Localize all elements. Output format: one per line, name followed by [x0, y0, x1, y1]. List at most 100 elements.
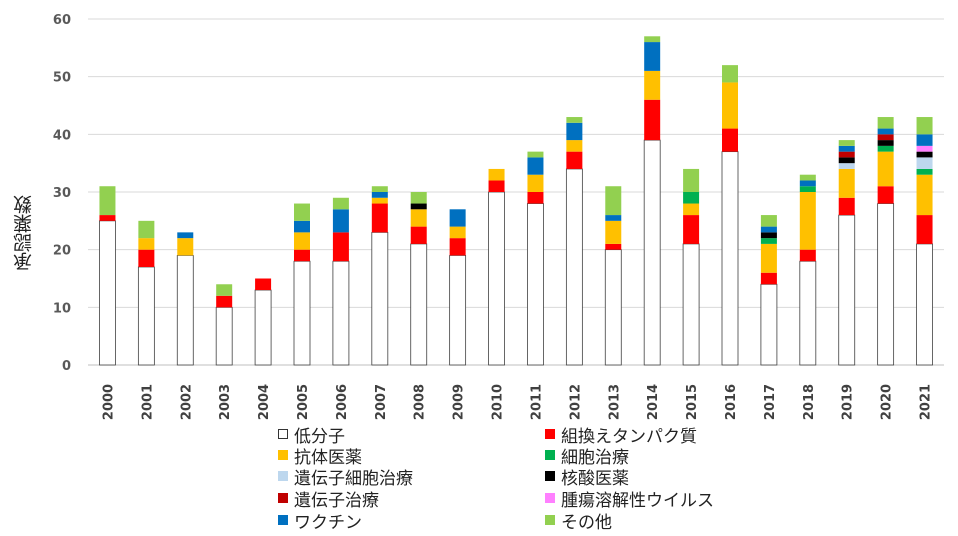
- bar-segment: [332, 197, 349, 210]
- bar-segment: [721, 151, 739, 366]
- y-tick-label: 20: [53, 244, 71, 259]
- y-tick-label: 60: [53, 13, 71, 28]
- bar-segment: [838, 157, 855, 164]
- bar-segment: [527, 157, 544, 175]
- bar-segment: [877, 117, 894, 129]
- bar-segment: [916, 243, 933, 366]
- bar-segment: [838, 197, 855, 216]
- x-tick-label: 2019: [841, 384, 856, 420]
- y-tick-label: 40: [53, 128, 71, 143]
- bar-segment: [177, 232, 194, 239]
- bar-segment: [449, 209, 466, 227]
- y-tick-label: 30: [53, 186, 71, 201]
- bar-segment: [527, 203, 544, 366]
- bar-segment: [605, 215, 622, 221]
- bar-segment: [176, 255, 194, 366]
- bar-segment: [644, 42, 661, 71]
- x-tick-label: 2014: [646, 384, 661, 420]
- bar-segment: [877, 134, 894, 141]
- x-tick-label: 2001: [140, 384, 155, 420]
- bar-segment: [99, 220, 116, 366]
- bar-segment: [371, 203, 388, 233]
- bar-segment: [294, 203, 310, 221]
- bar-segment: [332, 232, 349, 262]
- x-tick-label: 2012: [568, 384, 583, 420]
- bar-segment: [332, 209, 349, 233]
- bar-segment: [488, 168, 505, 181]
- bar-segment: [877, 203, 895, 366]
- bar-segment: [488, 191, 505, 366]
- bar-segment: [410, 226, 427, 244]
- bar-segment: [722, 128, 738, 152]
- x-tick-label: 2007: [374, 384, 389, 420]
- bar-segment: [527, 174, 544, 192]
- bar-segment: [332, 260, 350, 366]
- bar-segment: [566, 140, 583, 152]
- bar-segment: [916, 174, 933, 216]
- bar-segment: [877, 128, 894, 135]
- bar-segment: [644, 36, 661, 43]
- bar-segment: [254, 289, 272, 366]
- bar-segment: [877, 140, 894, 146]
- bar-segment: [722, 65, 738, 83]
- bar-segment: [683, 203, 700, 216]
- bar-segment: [605, 243, 622, 250]
- bar-segment: [605, 186, 622, 216]
- bar-segment: [838, 168, 855, 198]
- bar-segment: [566, 117, 583, 123]
- bar-segment: [683, 192, 700, 204]
- bar-segment: [799, 249, 816, 262]
- bar-segment: [605, 220, 622, 244]
- bar-segment: [371, 197, 388, 204]
- bar-segment: [371, 192, 388, 198]
- bar-segment: [877, 151, 894, 187]
- bar-segment: [294, 220, 310, 233]
- bar-segment: [838, 151, 855, 158]
- bar-segment: [916, 117, 933, 135]
- bar-segment: [760, 215, 777, 227]
- bar-segment: [760, 238, 777, 244]
- bar-segment: [410, 243, 428, 366]
- bar-segment: [683, 168, 700, 192]
- x-tick-label: 2011: [529, 384, 544, 420]
- bar-segment: [566, 122, 583, 141]
- x-tick-label: 2006: [335, 384, 350, 420]
- x-tick-label: 2021: [919, 384, 934, 420]
- x-tick-label: 2010: [491, 384, 506, 420]
- bar-segment: [760, 226, 777, 233]
- bar-segment: [138, 220, 155, 239]
- bar-segment: [604, 249, 622, 366]
- bar-segment: [449, 226, 466, 239]
- bar-segment: [877, 145, 894, 152]
- y-tick-label: 50: [53, 71, 71, 86]
- bar-segment: [916, 151, 933, 158]
- bar-segment: [527, 192, 544, 204]
- x-tick-label: 2005: [296, 384, 311, 420]
- bar-segment: [215, 306, 233, 366]
- bar-segment: [760, 232, 777, 239]
- bar-segment: [799, 174, 816, 181]
- bar-segment: [838, 214, 856, 366]
- bar-segment: [760, 272, 777, 285]
- bar-segment: [682, 243, 700, 366]
- bar-segment: [488, 180, 505, 192]
- bar-segment: [838, 140, 855, 146]
- bar-segment: [138, 238, 155, 250]
- x-tick-label: 2017: [763, 384, 778, 420]
- bar-segment: [916, 168, 933, 175]
- bar-segment: [566, 151, 583, 169]
- bar-segment: [138, 249, 155, 267]
- x-tick-label: 2013: [607, 384, 622, 420]
- bar-segment: [255, 278, 272, 291]
- bar-segment: [294, 232, 310, 250]
- bar-segment: [838, 163, 855, 169]
- bar-segment: [216, 284, 233, 296]
- x-tick-label: 2003: [218, 384, 233, 420]
- bar-segment: [838, 145, 855, 152]
- x-tick-label: 2008: [413, 384, 428, 420]
- bar-segment: [410, 203, 427, 210]
- bar-segment: [371, 231, 389, 366]
- x-tick-label: 2002: [179, 384, 194, 420]
- bar-segment: [216, 295, 233, 308]
